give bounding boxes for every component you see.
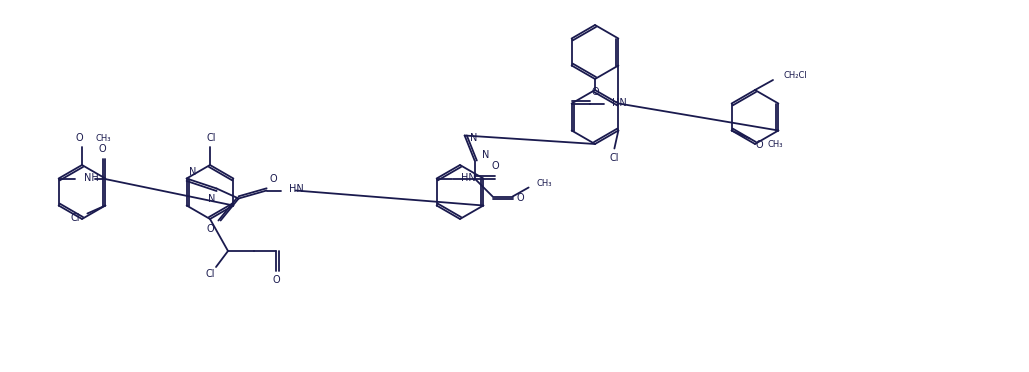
Text: N: N	[208, 193, 215, 203]
Text: Cl: Cl	[206, 133, 216, 143]
Text: O: O	[273, 275, 280, 285]
Text: O: O	[492, 160, 499, 170]
Text: O: O	[207, 224, 214, 234]
Text: CH₃: CH₃	[768, 140, 783, 149]
Text: N: N	[189, 167, 197, 176]
Text: Cl: Cl	[71, 212, 80, 222]
Text: HN: HN	[461, 173, 475, 183]
Text: O: O	[270, 173, 278, 183]
Text: N: N	[469, 132, 477, 142]
Text: O: O	[99, 144, 106, 154]
Text: HN: HN	[288, 183, 304, 193]
Text: N: N	[482, 150, 489, 160]
Text: O: O	[592, 87, 600, 96]
Text: CH₃: CH₃	[536, 179, 553, 188]
Text: CH₃: CH₃	[96, 134, 111, 142]
Text: Cl: Cl	[205, 269, 215, 279]
Text: O: O	[517, 192, 525, 202]
Text: HN: HN	[611, 97, 627, 108]
Text: CH₂Cl: CH₂Cl	[783, 71, 807, 80]
Text: NH: NH	[83, 173, 99, 183]
Text: Cl: Cl	[609, 153, 619, 163]
Text: O: O	[75, 133, 82, 143]
Text: O: O	[755, 140, 764, 150]
